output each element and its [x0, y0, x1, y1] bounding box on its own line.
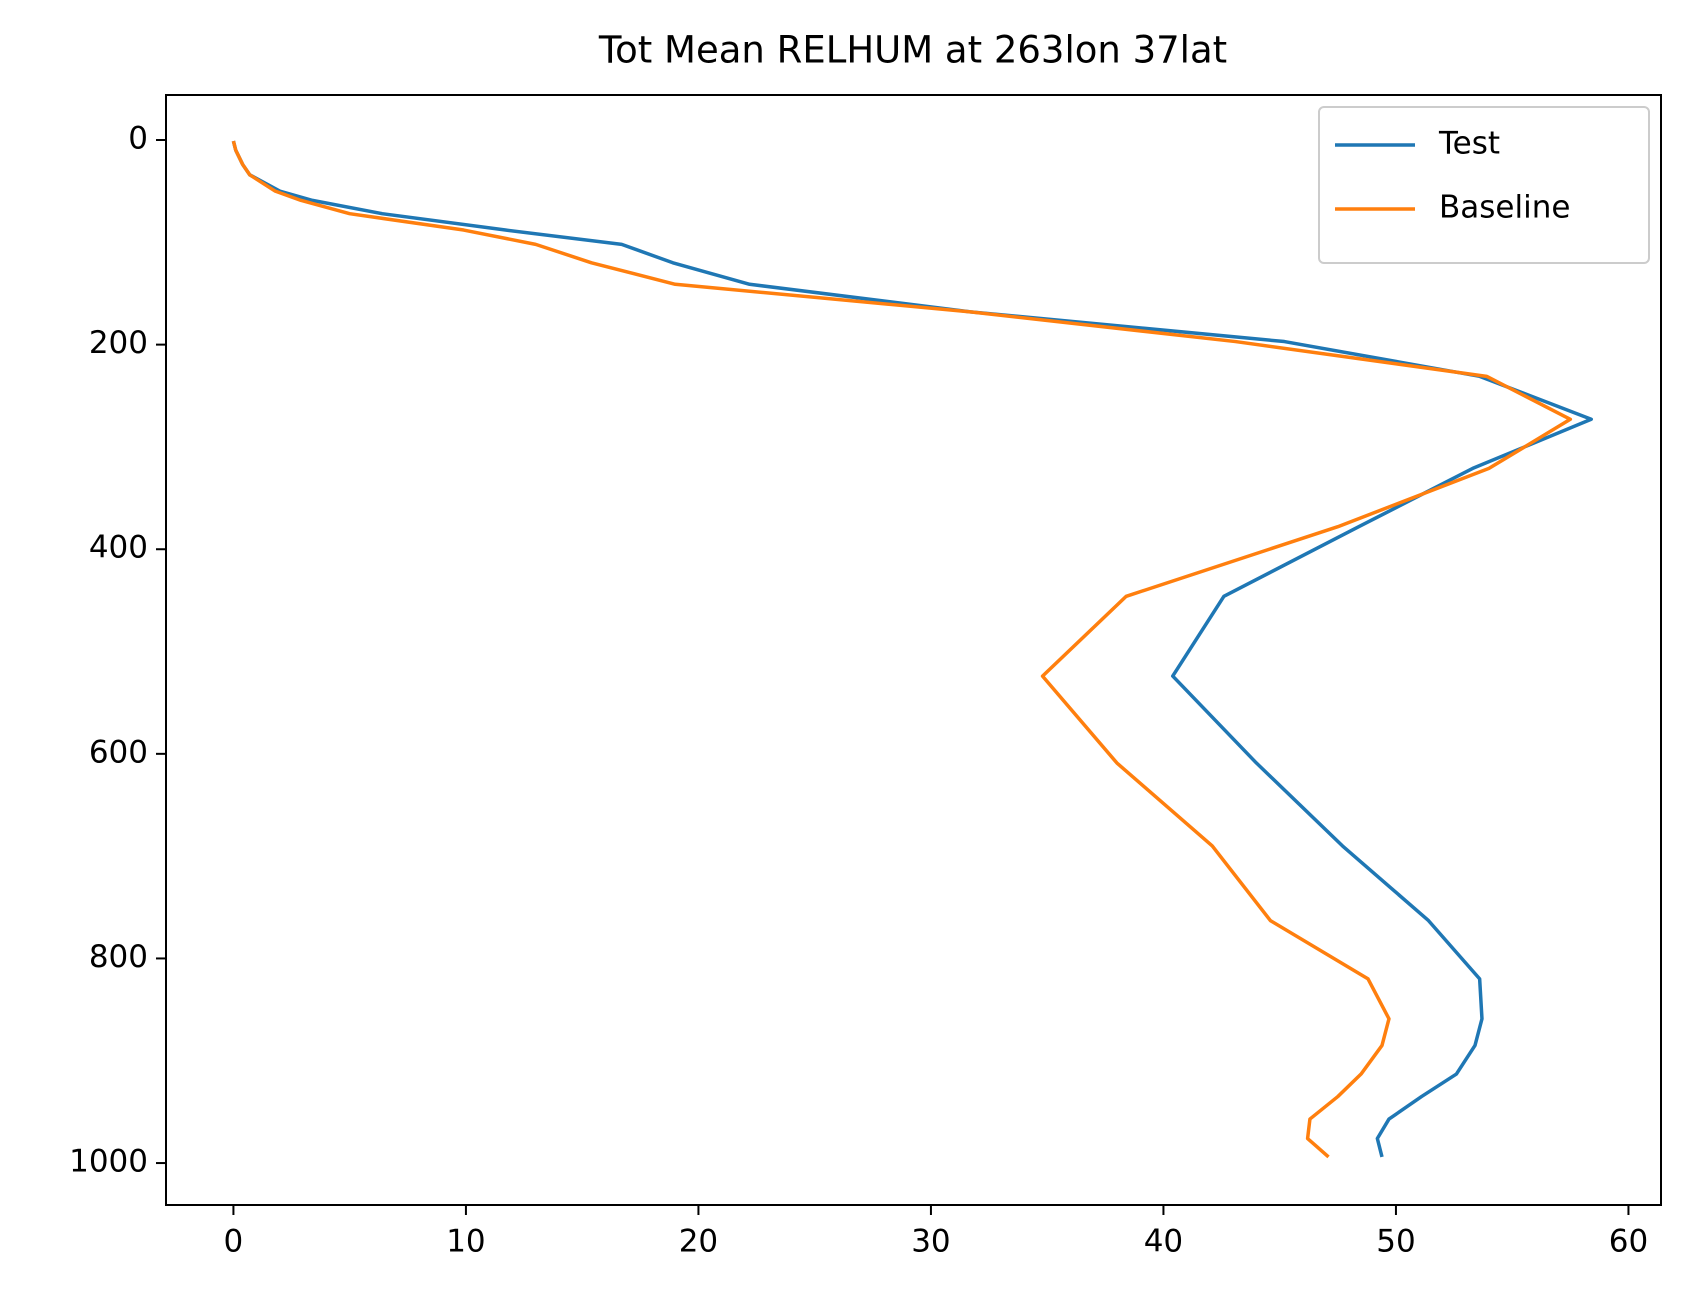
y-tick-label: 1000: [69, 1144, 148, 1180]
legend-label: Test: [1438, 126, 1500, 162]
plot-frame: [165, 94, 1662, 1206]
x-tick-label: 40: [1144, 1224, 1183, 1260]
data-line: [231, 140, 1593, 1158]
data-line: [231, 140, 1573, 1159]
y-tick-label: 200: [89, 325, 148, 361]
y-tick-label: 600: [89, 734, 148, 770]
y-tick-label: 400: [89, 530, 148, 566]
x-tick-label: 50: [1376, 1224, 1415, 1260]
y-tick-label: 800: [89, 939, 148, 975]
x-tick-label: 10: [446, 1224, 485, 1260]
legend-label: Baseline: [1439, 190, 1570, 226]
y-tick-label: 0: [128, 121, 148, 157]
x-tick-label: 0: [224, 1224, 244, 1260]
x-tick-label: 30: [911, 1224, 950, 1260]
chart-title: Tot Mean RELHUM at 263lon 37lat: [598, 29, 1227, 72]
x-tick-label: 20: [679, 1224, 718, 1260]
x-tick-label: 60: [1609, 1224, 1648, 1260]
